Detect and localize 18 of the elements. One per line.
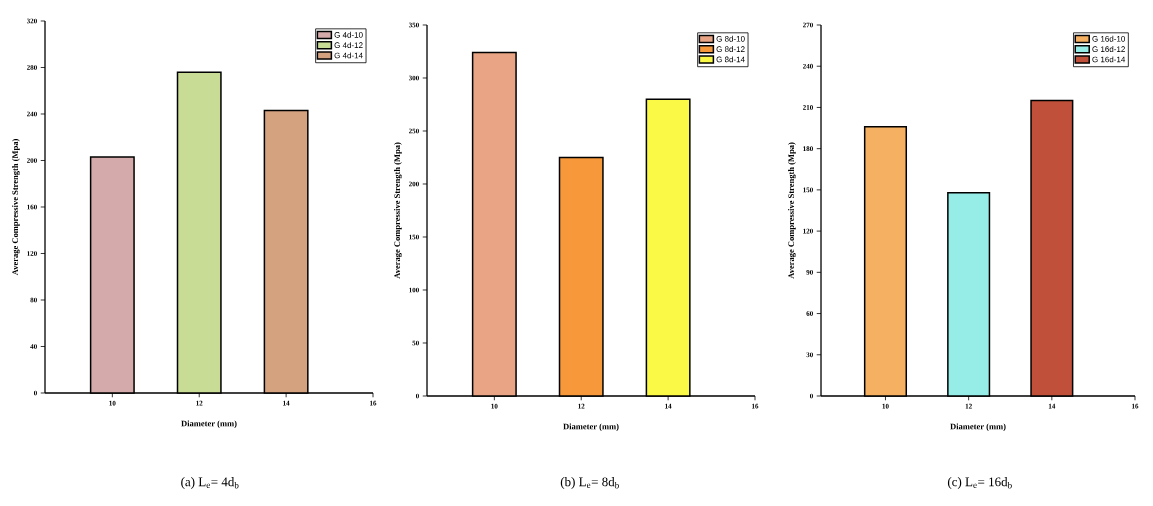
x-axis-title: Diameter (mm) xyxy=(563,423,619,432)
y-axis-title: Average Compressive Strength (Mpa) xyxy=(788,142,796,279)
legend-label: G 16d-12 xyxy=(1092,46,1125,52)
legend-label: G 4d-14 xyxy=(334,52,363,59)
legend-label: G 8d-10 xyxy=(716,35,745,42)
x-axis-title: Diameter (mm) xyxy=(181,420,237,429)
legend-label: G 16d-10 xyxy=(1092,35,1126,42)
y-axis-title: Average Compressive Strength (Mpa) xyxy=(12,139,20,276)
text: (b) L$_{e}$= 8d$_{b}$ xyxy=(560,477,619,489)
legend-label: G 16d-14 xyxy=(1092,56,1126,63)
legend-label: G 4d-10 xyxy=(334,31,363,38)
x-axis-title: Diameter (mm) xyxy=(950,423,1006,432)
text: (a) L$_{e}$= 4d$_{b}$ xyxy=(181,477,239,489)
legend-label: G 8d-12 xyxy=(716,46,745,52)
legend-label: G 4d-12 xyxy=(334,42,363,49)
legend-label: G 8d-14 xyxy=(716,56,745,63)
y-axis-title: Average Compressive Strength (Mpa) xyxy=(394,142,402,279)
text: (c) L$_{e}$= 16d$_{b}$ xyxy=(947,477,1012,489)
